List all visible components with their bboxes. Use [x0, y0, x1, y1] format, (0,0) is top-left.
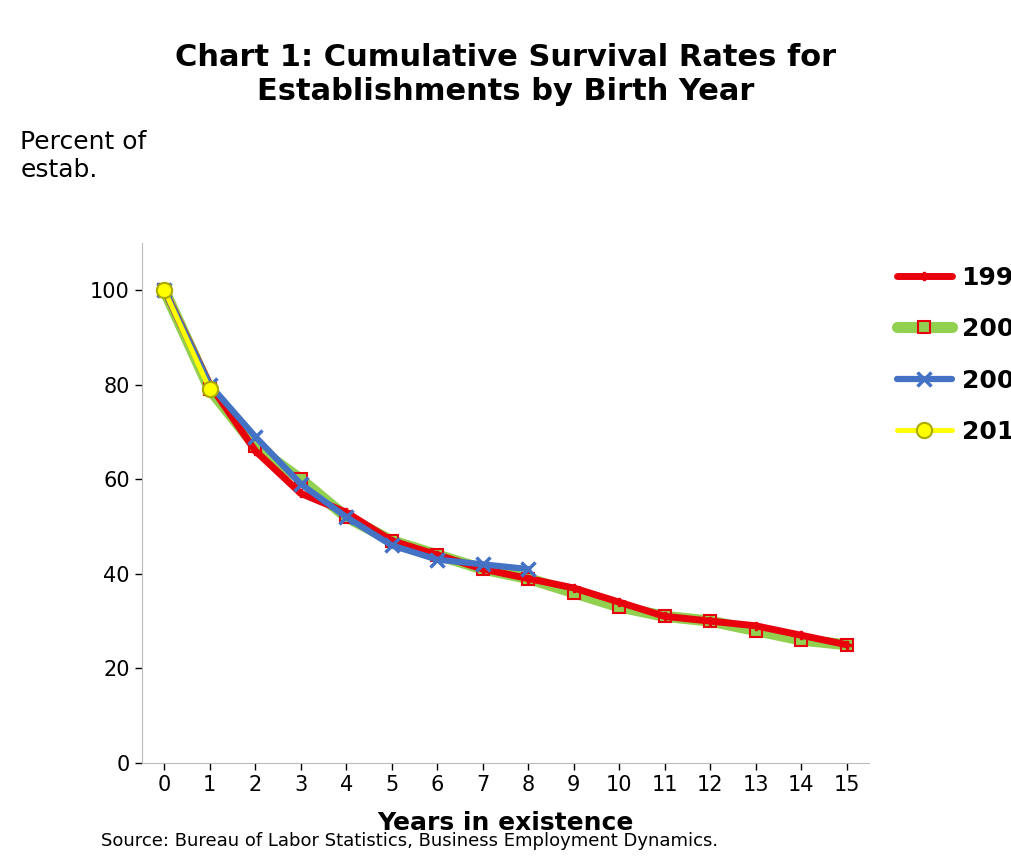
1995	[340, 507, 353, 518]
2000	[295, 474, 307, 485]
2000	[841, 640, 853, 650]
1995	[477, 564, 489, 574]
1995	[158, 285, 170, 296]
Line: 2000: 2000	[159, 284, 852, 650]
1995	[613, 597, 625, 608]
Line: 2010: 2010	[157, 283, 217, 397]
2000	[432, 550, 444, 560]
2010	[204, 384, 216, 394]
1995	[796, 630, 808, 641]
2005	[249, 432, 261, 442]
2000	[568, 588, 580, 598]
2005	[295, 479, 307, 489]
2000	[158, 285, 170, 296]
Text: Source: Bureau of Labor Statistics, Business Employment Dynamics.: Source: Bureau of Labor Statistics, Busi…	[101, 831, 718, 850]
1995	[841, 640, 853, 650]
2010	[158, 285, 170, 296]
2000	[249, 441, 261, 452]
2000	[477, 564, 489, 574]
1995	[249, 446, 261, 456]
1995	[295, 488, 307, 499]
2000	[613, 602, 625, 612]
1995	[386, 536, 398, 546]
2005	[386, 540, 398, 551]
Line: 1995: 1995	[160, 286, 851, 649]
2000	[796, 635, 808, 645]
X-axis label: Years in existence: Years in existence	[377, 812, 634, 836]
2000	[750, 625, 762, 636]
Text: Chart 1: Cumulative Survival Rates for
Establishments by Birth Year: Chart 1: Cumulative Survival Rates for E…	[175, 43, 836, 106]
1995	[432, 550, 444, 560]
1995	[704, 616, 716, 626]
1995	[204, 380, 216, 390]
2005	[158, 285, 170, 296]
2000	[340, 512, 353, 522]
2005	[204, 380, 216, 390]
2005	[523, 564, 535, 574]
2005	[477, 559, 489, 570]
2005	[432, 554, 444, 564]
2000	[386, 536, 398, 546]
Text: Percent of
estab.: Percent of estab.	[20, 130, 147, 182]
Legend: 1995, 2000, 2005, 2010: 1995, 2000, 2005, 2010	[897, 265, 1011, 444]
1995	[750, 621, 762, 631]
1995	[659, 611, 671, 622]
2000	[523, 573, 535, 583]
2000	[659, 611, 671, 622]
1995	[568, 583, 580, 593]
Line: 2005: 2005	[158, 284, 535, 576]
1995	[523, 573, 535, 583]
2005	[340, 512, 353, 522]
2000	[704, 616, 716, 626]
2000	[204, 384, 216, 394]
